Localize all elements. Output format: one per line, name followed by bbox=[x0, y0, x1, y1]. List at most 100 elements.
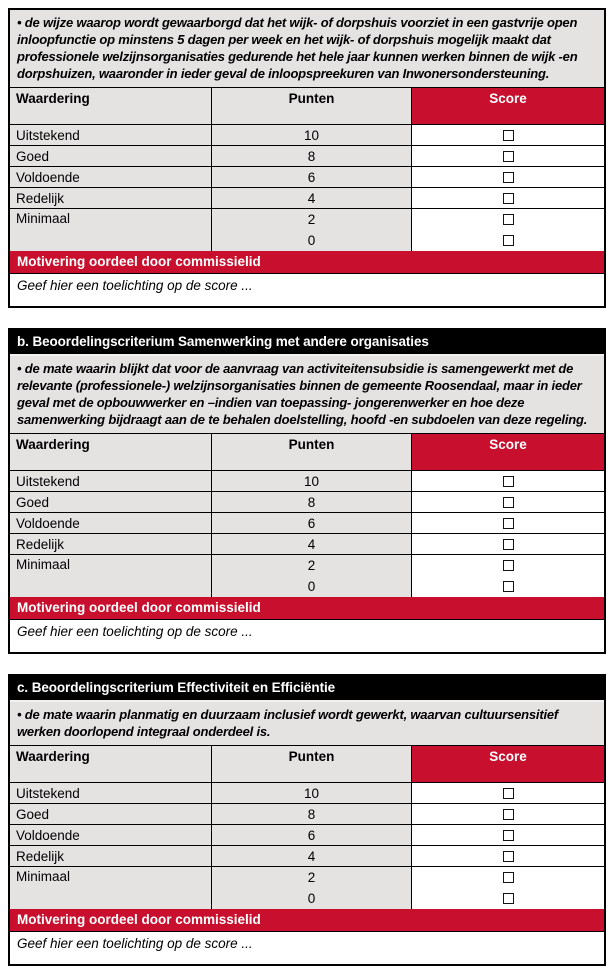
score-cell bbox=[412, 783, 604, 803]
rating-label-cell: Voldoende bbox=[10, 513, 212, 533]
score-checkbox[interactable] bbox=[502, 581, 514, 592]
points-cell: 10 bbox=[212, 471, 412, 491]
rating-label-cell: Redelijk bbox=[10, 188, 212, 208]
rating-row: Goed 8 bbox=[10, 145, 604, 166]
points-value: 0 bbox=[307, 891, 316, 906]
col-header-punten: Punten bbox=[212, 746, 412, 782]
score-checkbox[interactable] bbox=[502, 893, 514, 904]
points-value: 0 bbox=[307, 233, 316, 248]
score-checkbox[interactable] bbox=[502, 787, 514, 799]
score-cell bbox=[412, 846, 604, 866]
score-checkbox[interactable] bbox=[502, 171, 514, 183]
score-cell bbox=[412, 555, 604, 597]
score-checkbox-line bbox=[412, 555, 604, 576]
score-checkbox-line bbox=[412, 576, 604, 597]
motivering-header: Motivering oordeel door commissielid bbox=[10, 596, 604, 619]
points-value: 0 bbox=[307, 579, 316, 594]
score-checkbox[interactable] bbox=[502, 808, 514, 820]
score-cell bbox=[412, 167, 604, 187]
rating-row: Uitstekend 10 bbox=[10, 470, 604, 491]
criterion-description: • de mate waarin planmatig en duurzaam i… bbox=[10, 702, 604, 745]
rating-row: Voldoende 6 bbox=[10, 824, 604, 845]
col-header-score: Score bbox=[412, 434, 604, 470]
score-cell bbox=[412, 867, 604, 909]
rating-row: Redelijk 4 bbox=[10, 187, 604, 208]
score-checkbox[interactable] bbox=[502, 235, 514, 246]
score-cell bbox=[412, 146, 604, 166]
score-checkbox[interactable] bbox=[502, 560, 514, 571]
points-cell: 6 bbox=[212, 167, 412, 187]
score-cell bbox=[412, 471, 604, 491]
score-checkbox[interactable] bbox=[502, 475, 514, 487]
rating-label-cell: Voldoende bbox=[10, 167, 212, 187]
table-header-row: Waardering Punten Score bbox=[10, 745, 604, 782]
motivering-header: Motivering oordeel door commissielid bbox=[10, 250, 604, 273]
rating-row: Goed 8 bbox=[10, 491, 604, 512]
rating-row: Uitstekend 10 bbox=[10, 124, 604, 145]
col-header-score: Score bbox=[412, 88, 604, 124]
col-header-waardering: Waardering bbox=[10, 746, 212, 782]
rating-label-cell: Goed bbox=[10, 804, 212, 824]
rating-label-cell: Goed bbox=[10, 146, 212, 166]
col-header-punten: Punten bbox=[212, 88, 412, 124]
rating-label-cell: Minimaal bbox=[10, 209, 212, 251]
col-header-score: Score bbox=[412, 746, 604, 782]
rating-label-cell: Voldoende bbox=[10, 825, 212, 845]
rating-label-cell: Redelijk bbox=[10, 534, 212, 554]
score-checkbox[interactable] bbox=[502, 129, 514, 141]
score-cell bbox=[412, 188, 604, 208]
toelichting-cell[interactable]: Geef hier een toelichting op de score ..… bbox=[10, 931, 604, 964]
points-cell: 10 bbox=[212, 783, 412, 803]
col-header-waardering: Waardering bbox=[10, 434, 212, 470]
score-checkbox[interactable] bbox=[502, 850, 514, 862]
rating-label-cell: Uitstekend bbox=[10, 783, 212, 803]
rating-row: Redelijk 4 bbox=[10, 845, 604, 866]
score-checkbox[interactable] bbox=[502, 872, 514, 883]
points-cell: 8 bbox=[212, 146, 412, 166]
motivering-header: Motivering oordeel door commissielid bbox=[10, 908, 604, 931]
score-checkbox[interactable] bbox=[502, 517, 514, 529]
score-cell bbox=[412, 825, 604, 845]
points-cell: 8 bbox=[212, 492, 412, 512]
col-header-waardering: Waardering bbox=[10, 88, 212, 124]
rating-label-cell: Minimaal bbox=[10, 555, 212, 597]
rating-label-cell: Minimaal bbox=[10, 867, 212, 909]
points-cell: 4 bbox=[212, 188, 412, 208]
score-checkbox[interactable] bbox=[502, 192, 514, 204]
points-cell: 4 bbox=[212, 534, 412, 554]
points-cell: 2 0 bbox=[212, 867, 412, 909]
criterion-section-c: c. Beoordelingscriterium Effectiviteit e… bbox=[8, 674, 606, 966]
score-checkbox[interactable] bbox=[502, 538, 514, 550]
rating-row: Goed 8 bbox=[10, 803, 604, 824]
score-checkbox-line bbox=[412, 230, 604, 251]
table-header-row: Waardering Punten Score bbox=[10, 433, 604, 470]
score-cell bbox=[412, 492, 604, 512]
score-cell bbox=[412, 125, 604, 145]
section-title-bar: c. Beoordelingscriterium Effectiviteit e… bbox=[10, 676, 604, 702]
col-header-punten: Punten bbox=[212, 434, 412, 470]
points-cell: 2 0 bbox=[212, 555, 412, 597]
section-title-bar: b. Beoordelingscriterium Samenwerking me… bbox=[10, 330, 604, 356]
rating-row: Voldoende 6 bbox=[10, 512, 604, 533]
criterion-description: • de mate waarin blijkt dat voor de aanv… bbox=[10, 356, 604, 433]
criterion-section-a: • de wijze waarop wordt gewaarborgd dat … bbox=[8, 8, 606, 308]
score-checkbox[interactable] bbox=[502, 214, 514, 225]
criterion-description: • de wijze waarop wordt gewaarborgd dat … bbox=[10, 10, 604, 87]
points-cell: 6 bbox=[212, 825, 412, 845]
toelichting-cell[interactable]: Geef hier een toelichting op de score ..… bbox=[10, 273, 604, 306]
points-cell: 10 bbox=[212, 125, 412, 145]
points-cell: 8 bbox=[212, 804, 412, 824]
rating-row: Redelijk 4 bbox=[10, 533, 604, 554]
table-header-row: Waardering Punten Score bbox=[10, 87, 604, 124]
rating-label-cell: Uitstekend bbox=[10, 471, 212, 491]
score-checkbox-line bbox=[412, 209, 604, 230]
score-checkbox[interactable] bbox=[502, 829, 514, 841]
toelichting-cell[interactable]: Geef hier een toelichting op de score ..… bbox=[10, 619, 604, 652]
score-checkbox[interactable] bbox=[502, 150, 514, 162]
score-checkbox[interactable] bbox=[502, 496, 514, 508]
rating-row-minimaal: Minimaal 2 0 bbox=[10, 866, 604, 909]
score-cell bbox=[412, 513, 604, 533]
rating-row-minimaal: Minimaal 2 0 bbox=[10, 554, 604, 597]
points-cell: 2 0 bbox=[212, 209, 412, 251]
